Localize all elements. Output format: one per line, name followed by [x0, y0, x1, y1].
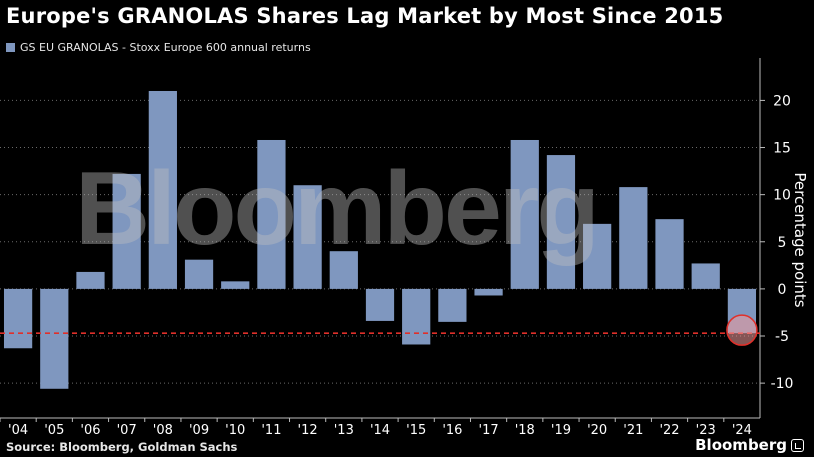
y-tick-label: 20	[773, 93, 791, 109]
bar	[184, 259, 214, 289]
y-tick-label: 10	[773, 188, 791, 204]
x-tick-label: '08	[153, 423, 173, 438]
legend-label: GS EU GRANOLAS - Stoxx Europe 600 annual…	[20, 41, 311, 54]
x-tick-label: '14	[370, 423, 390, 438]
bar	[221, 281, 250, 289]
chart-title: Europe's GRANOLAS Shares Lag Market by M…	[6, 4, 724, 28]
bar	[546, 155, 576, 289]
highlight-circle	[726, 314, 758, 346]
brand-logo: Bloomberg	[695, 436, 804, 454]
x-tick-label: '20	[587, 423, 607, 438]
source-note: Source: Bloomberg, Goldman Sachs	[6, 440, 238, 454]
bar	[402, 288, 431, 345]
x-tick-label: '24	[732, 423, 752, 438]
x-tick-label: '21	[623, 423, 643, 438]
bar	[474, 288, 503, 296]
bar	[583, 223, 612, 289]
bar	[619, 187, 648, 289]
x-tick-label: '16	[442, 423, 462, 438]
x-tick-label: '17	[479, 423, 499, 438]
x-tick-label: '07	[117, 423, 137, 438]
y-tick-label: 5	[778, 235, 787, 251]
legend: GS EU GRANOLAS - Stoxx Europe 600 annual…	[6, 41, 311, 54]
y-axis-label: Percentage points	[791, 172, 809, 308]
bar	[112, 173, 141, 289]
x-tick-label: '09	[189, 423, 209, 438]
bar	[365, 288, 395, 321]
bar	[40, 288, 69, 389]
x-tick-label: '11	[261, 423, 281, 438]
y-tick-label: -10	[771, 376, 794, 392]
x-tick-label: '04	[8, 423, 28, 438]
y-tick-label: 15	[773, 141, 791, 157]
bar	[438, 288, 467, 322]
x-tick-label: '10	[225, 423, 245, 438]
bar	[76, 271, 105, 289]
bar	[691, 263, 720, 289]
x-tick-label: '15	[406, 423, 426, 438]
bar	[148, 90, 177, 289]
x-tick-label: '12	[298, 423, 318, 438]
bar	[655, 219, 684, 289]
bar	[3, 288, 33, 349]
x-tick-label: '05	[44, 423, 64, 438]
x-tick-label: '06	[80, 423, 100, 438]
x-tick-label: '13	[334, 423, 354, 438]
y-tick-label: -5	[775, 329, 789, 345]
bar	[257, 139, 286, 289]
y-tick-label: 0	[778, 282, 787, 298]
x-tick-label: '22	[659, 423, 679, 438]
chart-icon	[791, 438, 804, 452]
brand-name: Bloomberg	[695, 436, 787, 454]
bar	[510, 139, 539, 289]
x-tick-label: '19	[551, 423, 571, 438]
bar	[329, 251, 358, 289]
bar	[293, 185, 322, 289]
legend-swatch	[6, 43, 15, 52]
x-tick-label: '23	[696, 423, 716, 438]
x-tick-label: '18	[515, 423, 535, 438]
